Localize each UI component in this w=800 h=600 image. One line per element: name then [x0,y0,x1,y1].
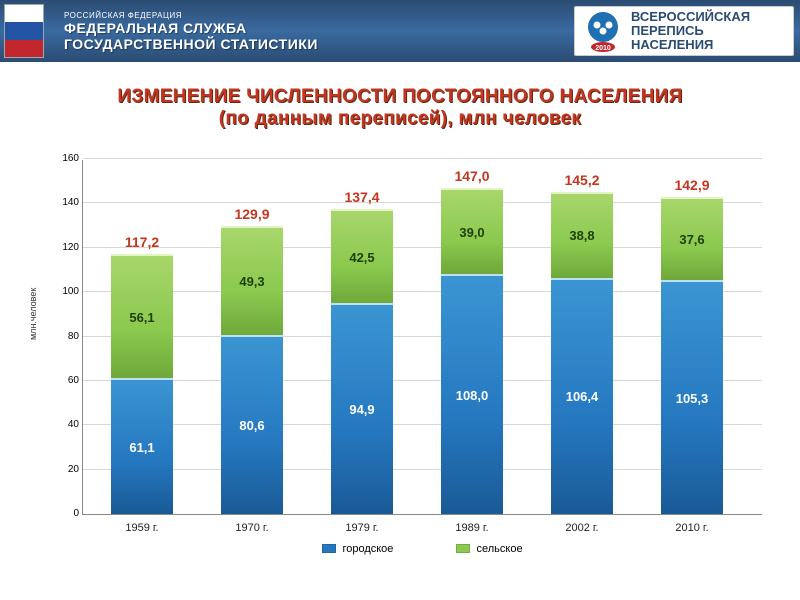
plot-area: 020406080100120140160 56,161,1117,21959 … [82,160,762,515]
total-label: 117,2 [111,234,173,250]
gridline: 160 [83,158,762,159]
title-line-2: (по данным переписей), млн человек [20,108,780,130]
bar-segment-rural: 56,1 [111,254,173,378]
legend-urban: городское [322,543,393,555]
census-title-line-2: ПЕРЕПИСЬ НАСЕЛЕНИЯ [631,24,787,53]
y-tick-label: 0 [57,508,79,519]
bar-group: 37,6105,3142,92010 г. [661,197,723,514]
title-line-1: ИЗМЕНЕНИЕ ЧИСЛЕННОСТИ ПОСТОЯННОГО НАСЕЛЕ… [20,86,780,108]
y-tick-label: 140 [57,197,79,208]
bar-group: 38,8106,4145,22002 г. [551,192,613,514]
bar-segment-rural: 37,6 [661,197,723,280]
bar-segment-urban: 106,4 [551,278,613,514]
agency-line-2: ГОСУДАРСТВЕННОЙ СТАТИСТИКИ [64,36,318,52]
chart-area: млн.человек 020406080100120140160 56,161… [40,160,770,560]
legend-rural: сельское [456,543,522,555]
bar-segment-urban: 105,3 [661,280,723,514]
bar-group: 42,594,9137,41979 г. [331,209,393,514]
category-label: 1979 г. [331,522,393,534]
y-tick-label: 60 [57,375,79,386]
bar-segment-rural: 42,5 [331,209,393,303]
legend-label-rural: сельское [476,543,522,555]
bar-segment-rural: 49,3 [221,226,283,335]
bar-segment-rural: 38,8 [551,192,613,278]
chart-title: ИЗМЕНЕНИЕ ЧИСЛЕННОСТИ ПОСТОЯННОГО НАСЕЛЕ… [20,86,780,130]
total-label: 137,4 [331,189,393,205]
total-label: 129,9 [221,206,283,222]
total-label: 145,2 [551,172,613,188]
flag-icon [4,4,44,58]
y-tick-label: 160 [57,153,79,164]
census-title: ВСЕРОССИЙСКАЯ ПЕРЕПИСЬ НАСЕЛЕНИЯ [631,10,787,53]
country-line: РОССИЙСКАЯ ФЕДЕРАЦИЯ [64,11,318,20]
y-tick-label: 40 [57,419,79,430]
bar-group: 56,161,1117,21959 г. [111,254,173,514]
legend-label-urban: городское [342,543,393,555]
agency-line-1: ФЕДЕРАЛЬНАЯ СЛУЖБА [64,20,318,36]
census-icon: 2010 [581,9,625,53]
category-label: 1959 г. [111,522,173,534]
census-logo-box: 2010 ВСЕРОССИЙСКАЯ ПЕРЕПИСЬ НАСЕЛЕНИЯ [574,6,794,56]
bar-group: 39,0108,0147,01989 г. [441,188,503,514]
y-tick-label: 20 [57,464,79,475]
legend: городское сельское [83,543,762,557]
y-axis-label: млн.человек [28,288,38,340]
category-label: 2010 г. [661,522,723,534]
total-label: 147,0 [441,168,503,184]
bar-segment-urban: 61,1 [111,378,173,514]
category-label: 1970 г. [221,522,283,534]
legend-swatch-rural [456,544,470,553]
bar-group: 49,380,6129,91970 г. [221,226,283,514]
category-label: 1989 г. [441,522,503,534]
census-year-text: 2010 [595,45,611,52]
y-tick-label: 80 [57,331,79,342]
total-label: 142,9 [661,177,723,193]
agency-name: РОССИЙСКАЯ ФЕДЕРАЦИЯ ФЕДЕРАЛЬНАЯ СЛУЖБА … [64,11,318,52]
header-banner: РОССИЙСКАЯ ФЕДЕРАЦИЯ ФЕДЕРАЛЬНАЯ СЛУЖБА … [0,0,800,62]
bar-segment-rural: 39,0 [441,188,503,275]
census-title-line-1: ВСЕРОССИЙСКАЯ [631,10,787,24]
bar-segment-urban: 80,6 [221,335,283,514]
bar-segment-urban: 108,0 [441,274,503,514]
y-tick-label: 100 [57,286,79,297]
legend-swatch-urban [322,544,336,553]
category-label: 2002 г. [551,522,613,534]
bar-segment-urban: 94,9 [331,303,393,514]
y-tick-label: 120 [57,242,79,253]
